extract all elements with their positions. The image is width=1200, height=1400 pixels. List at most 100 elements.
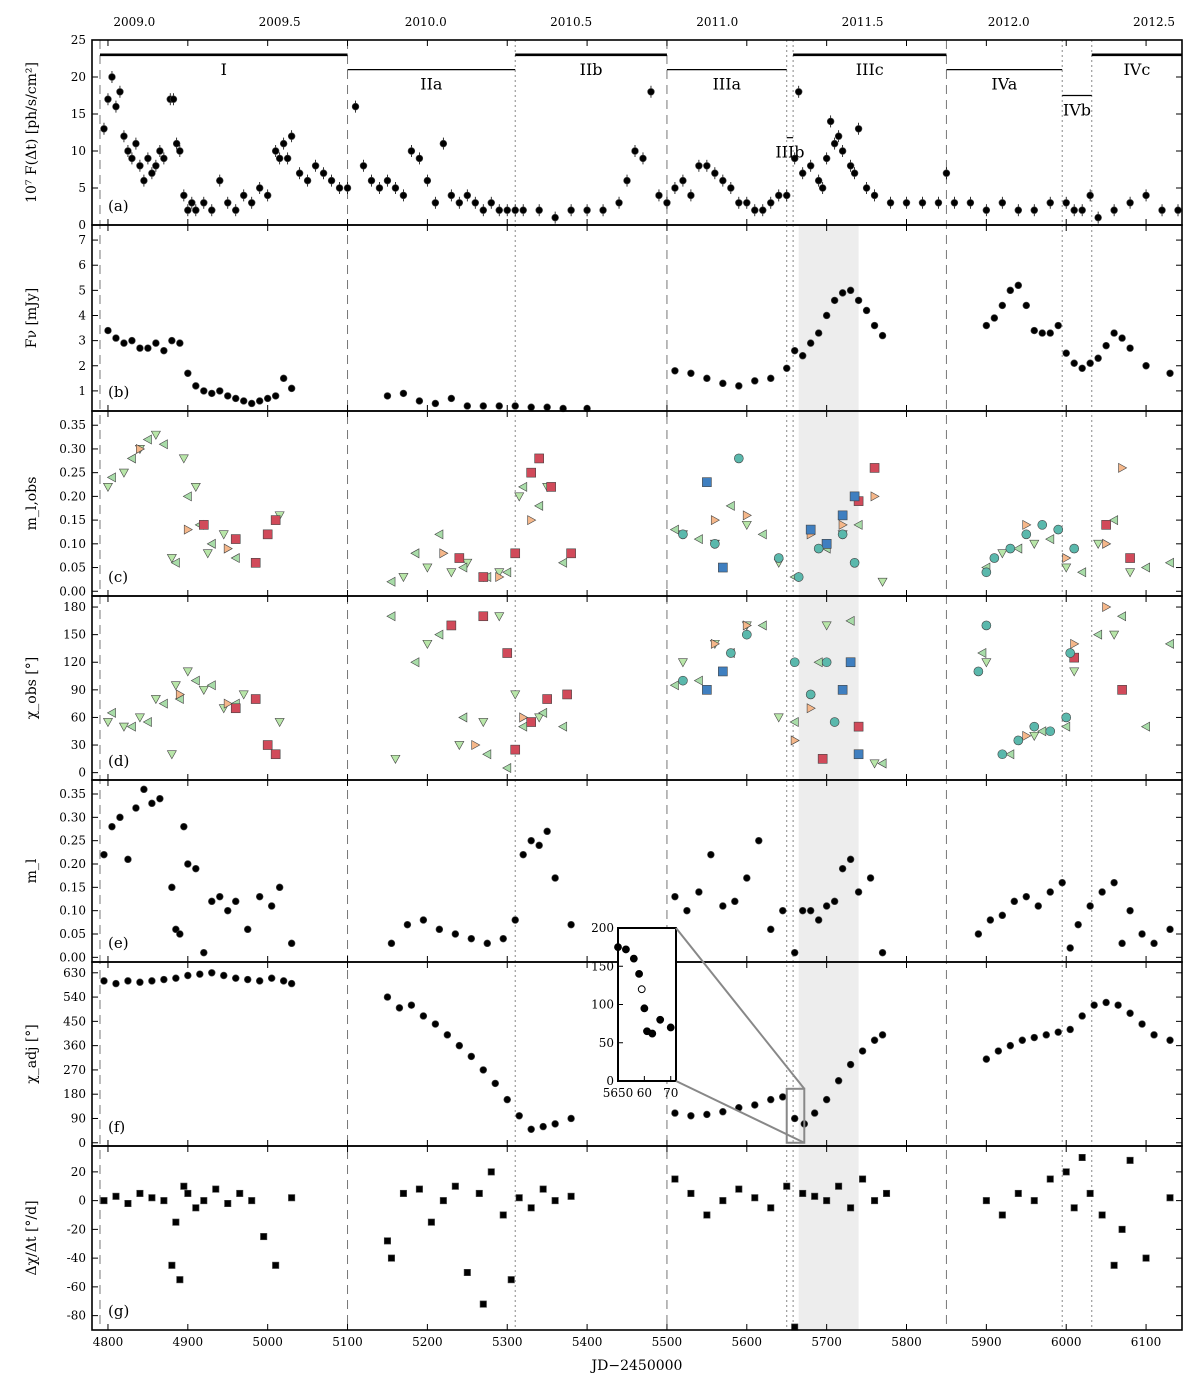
data-point-circle	[136, 978, 144, 986]
data-point-triangle-left	[1109, 515, 1119, 526]
y-tick-label: 25	[71, 33, 86, 47]
data-point-circle	[415, 154, 424, 163]
data-point-circle	[124, 147, 132, 155]
data-point-circle	[791, 948, 799, 957]
data-point-square	[853, 749, 864, 760]
y-tick-label: 3	[78, 334, 86, 348]
data-point-circle	[551, 1120, 559, 1128]
data-point-square	[853, 721, 864, 732]
data-point-triangle-right	[1070, 638, 1080, 649]
data-point-circle	[383, 392, 392, 400]
data-point-triangle-down	[741, 520, 752, 530]
data-point-triangle-down	[202, 549, 213, 559]
data-point-circle	[1054, 321, 1062, 330]
data-point-triangle-left	[693, 534, 703, 545]
data-point-circle	[981, 567, 992, 578]
data-point-triangle-right	[136, 443, 146, 454]
data-point-circle	[479, 402, 487, 410]
data-point-square	[184, 1189, 192, 1197]
data-point-circle	[367, 176, 376, 185]
data-point-circle	[279, 977, 288, 985]
data-point-triangle-down	[494, 568, 505, 578]
data-point-square	[823, 1197, 831, 1205]
y-axis-label: χ_adj [°]	[24, 1024, 40, 1084]
data-point-square	[551, 1197, 559, 1205]
data-point-circle	[271, 392, 280, 400]
y-tick-label: 0.20	[59, 857, 86, 871]
data-point-circle	[834, 132, 843, 140]
data-point-circle	[981, 620, 992, 631]
data-point-triangle-down	[1029, 539, 1040, 549]
data-point-square	[687, 1189, 695, 1197]
top-axis-year-label: 2011.0	[696, 15, 738, 29]
y-axis-label: m_l	[24, 858, 40, 883]
data-point-triangle-left	[1140, 562, 1150, 573]
data-point-triangle-left	[158, 698, 168, 709]
data-point-circle	[990, 314, 999, 322]
data-point-square	[148, 1194, 156, 1202]
data-point-triangle-down	[182, 667, 193, 677]
data-point-circle	[711, 169, 719, 177]
data-point-circle	[248, 199, 256, 207]
data-point-triangle-left	[558, 721, 568, 732]
data-point-circle	[918, 199, 927, 207]
inset-data-point	[666, 1023, 675, 1032]
data-point-circle	[567, 206, 575, 214]
data-point-circle	[487, 199, 495, 207]
data-point-circle	[822, 154, 831, 163]
data-point-circle	[511, 916, 519, 924]
period-label: IVa	[991, 75, 1017, 94]
inset-x-tick-label: 70	[663, 1086, 678, 1100]
data-point-square	[507, 1276, 515, 1284]
data-point-square	[224, 1200, 232, 1208]
data-point-circle	[998, 199, 1007, 207]
data-point-triangle-left	[1164, 638, 1174, 649]
data-point-triangle-left	[170, 557, 180, 568]
y-tick-label: 0.15	[59, 880, 86, 894]
data-point-circle	[783, 191, 791, 200]
x-tick-label: 5600	[732, 1335, 763, 1349]
period-label: IIIa	[713, 75, 742, 94]
data-point-triangle-down	[170, 681, 181, 691]
inset-data-point	[614, 943, 622, 952]
data-point-circle	[216, 176, 224, 185]
data-point-square	[387, 1254, 395, 1262]
inset-y-tick-label: 200	[591, 921, 614, 935]
data-point-triangle-left	[230, 553, 240, 564]
data-point-circle	[671, 367, 679, 375]
data-point-circle	[287, 384, 296, 393]
data-point-triangle-down	[510, 690, 521, 700]
data-point-circle	[403, 920, 412, 929]
data-point-circle	[779, 906, 787, 915]
data-point-triangle-left	[502, 567, 512, 578]
data-point-circle	[1102, 341, 1110, 350]
data-point-circle	[311, 162, 320, 170]
data-point-circle	[224, 906, 232, 915]
data-point-triangle-down	[1109, 630, 1120, 640]
inset-x-tick-label: 5650	[603, 1086, 634, 1100]
data-point-circle	[703, 1110, 711, 1119]
y-tick-label: 0.30	[59, 810, 86, 824]
data-point-square	[1098, 1211, 1106, 1219]
y-tick-label: -20	[67, 1222, 86, 1236]
data-point-circle	[216, 892, 224, 901]
data-point-circle	[208, 897, 216, 906]
data-point-square	[542, 694, 552, 704]
data-point-square	[510, 548, 521, 559]
data-point-triangle-left	[669, 680, 679, 691]
data-point-square	[702, 477, 712, 487]
data-point-square	[451, 1182, 459, 1190]
data-point-circle	[543, 403, 551, 411]
data-point-triangle-left	[538, 707, 548, 718]
y-tick-label: 0.35	[59, 787, 86, 801]
data-point-circle	[743, 199, 751, 207]
data-point-square	[702, 685, 712, 695]
data-point-triangle-right	[183, 524, 193, 535]
data-point-circle	[703, 162, 711, 170]
data-point-circle	[767, 1095, 775, 1104]
data-point-circle	[1110, 206, 1118, 214]
data-point-triangle-left	[518, 721, 528, 732]
y-tick-label: 15	[71, 107, 86, 121]
data-point-square	[172, 1218, 180, 1226]
x-tick-label: 5700	[811, 1335, 842, 1349]
